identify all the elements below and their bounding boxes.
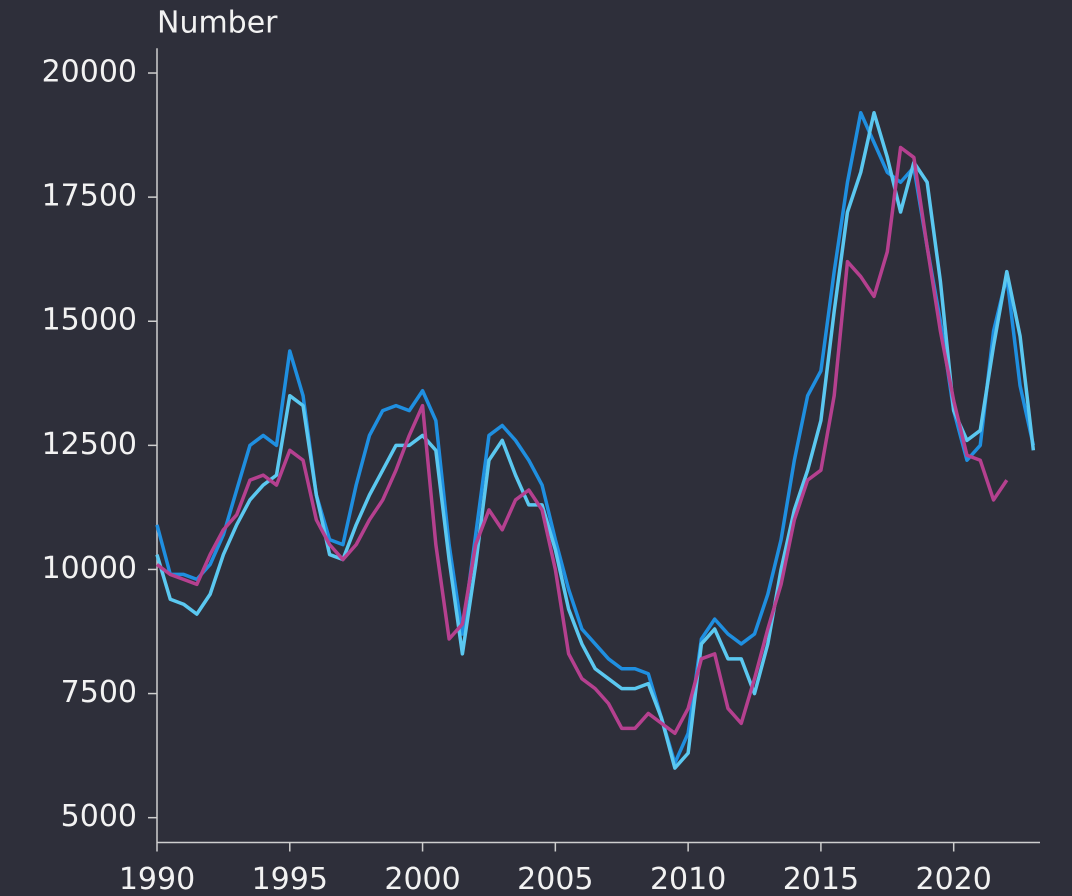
series-line (155, 110, 1036, 765)
y-tick-label: 7500 (61, 675, 137, 710)
series-line (155, 145, 1009, 736)
x-tick-label: 2005 (517, 862, 593, 896)
y-tick-label: 10000 (42, 551, 137, 586)
y-tick-label: 20000 (42, 55, 137, 90)
x-tick-label: 1995 (252, 862, 328, 896)
x-tick-label: 2015 (783, 862, 859, 896)
x-tick-label: 2000 (384, 862, 460, 896)
x-tick-label: 2020 (916, 862, 992, 896)
x-tick-label: 1990 (119, 862, 195, 896)
series-line (155, 110, 1036, 770)
y-tick-label: 15000 (42, 303, 137, 338)
y-tick-label: 5000 (61, 799, 137, 834)
y-tick-label: 17500 (42, 179, 137, 214)
y-tick-label: 12500 (42, 427, 137, 462)
x-tick-label: 2010 (650, 862, 726, 896)
y-axis-label: Number (157, 6, 278, 41)
